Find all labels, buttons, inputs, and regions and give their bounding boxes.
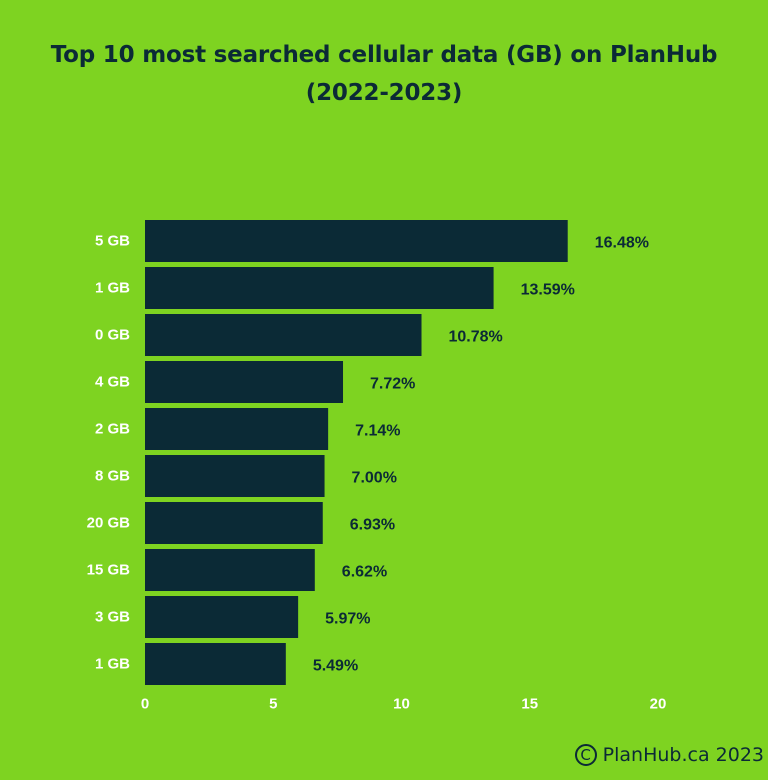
category-label-6: 8 GB xyxy=(95,468,130,485)
category-label-4: 4 GB xyxy=(95,374,130,391)
bar-4 xyxy=(145,361,344,403)
bar-2 xyxy=(145,267,494,309)
bar-3 xyxy=(145,314,422,356)
value-label-2: 13.59% xyxy=(521,282,575,299)
bar-7 xyxy=(145,502,323,544)
bars-group xyxy=(145,220,568,685)
value-label-8: 6.62% xyxy=(342,564,387,581)
chart-title-line-2: (2022-2023) xyxy=(305,80,463,106)
value-label-5: 7.14% xyxy=(355,423,400,440)
category-labels-group: 5 GB 1 GB 0 GB 4 GB 2 GB 8 GB 20 GB 15 GB 3 GB 1 … xyxy=(87,233,131,673)
category-label-3: 0 GB xyxy=(95,327,130,344)
x-tick-label-15: 15 xyxy=(521,696,538,713)
bar-5 xyxy=(145,408,329,450)
copyright-icon: C xyxy=(574,744,597,766)
bar-1 xyxy=(145,220,568,262)
credit: C PlanHub.ca 2023 xyxy=(574,738,764,772)
value-label-4: 7.72% xyxy=(370,376,415,393)
category-label-5: 2 GB xyxy=(95,421,130,438)
category-label-9: 3 GB xyxy=(95,609,130,626)
chart-title-line-1: Top 10 most searched cellular data (GB) … xyxy=(50,42,718,68)
value-labels-group: 16.48% 13.59% 10.78% 7.72% 7.14% 7.00% 6.93% 6.… xyxy=(313,235,649,675)
x-tick-label-20: 20 xyxy=(650,696,667,713)
x-tick-label-10: 10 xyxy=(393,696,410,713)
bar-10 xyxy=(145,643,286,685)
category-label-7: 20 GB xyxy=(87,515,131,532)
bar-6 xyxy=(145,455,325,497)
category-label-1: 5 GB xyxy=(95,233,130,250)
category-label-10: 1 GB xyxy=(95,656,130,673)
value-label-7: 6.93% xyxy=(350,517,395,534)
value-label-1: 16.48% xyxy=(595,235,649,252)
value-label-6: 7.00% xyxy=(352,470,397,487)
bar-8 xyxy=(145,549,315,591)
value-label-9: 5.97% xyxy=(325,611,370,628)
category-label-2: 1 GB xyxy=(95,280,130,297)
value-label-3: 10.78% xyxy=(449,329,503,346)
x-tick-label-0: 0 xyxy=(141,696,149,713)
x-tick-label-5: 5 xyxy=(269,696,277,713)
x-axis-tick-labels: 0 5 10 15 20 xyxy=(141,696,667,713)
chart-title: Top 10 most searched cellular data (GB) … xyxy=(0,36,768,112)
bar-9 xyxy=(145,596,299,638)
value-label-10: 5.49% xyxy=(313,658,358,675)
category-label-8: 15 GB xyxy=(87,562,131,579)
credit-text: PlanHub.ca 2023 xyxy=(602,744,764,766)
